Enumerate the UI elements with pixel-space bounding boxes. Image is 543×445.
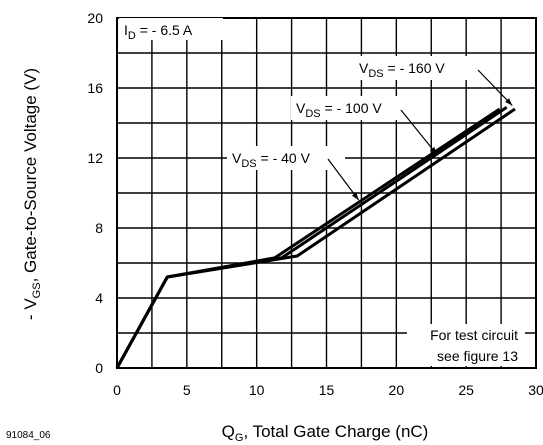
x-tick-label: 25 [458, 382, 474, 398]
x-axis-label: QG, Total Gate Charge (nC) [222, 422, 429, 444]
y-tick-label: 8 [95, 220, 103, 236]
figure-id: 91084_06 [6, 430, 51, 441]
arrow-vds-100-head [430, 146, 437, 155]
series-label-background-40 [227, 146, 345, 170]
condition-label-background [119, 18, 223, 40]
y-tick-label: 12 [87, 150, 103, 166]
series-label-background-160 [355, 56, 481, 80]
x-tick-label: 15 [319, 382, 335, 398]
series-label-arrows [327, 69, 513, 201]
series-group [115, 106, 516, 369]
x-tick-label: 0 [113, 382, 121, 398]
series-label-vds-100: VDS = - 100 V [296, 100, 382, 120]
y-axis-label: - VGS, Gate-to-Source Voltage (V) [21, 68, 43, 320]
arrow-vds-100 [400, 109, 438, 155]
test-note-line-1: For test circuit [430, 327, 518, 343]
x-tick-label: 10 [249, 382, 265, 398]
y-tick-label: 20 [87, 10, 103, 26]
test-note-background [407, 324, 525, 366]
y-tick-labels: 0 4 8 12 16 20 [87, 10, 103, 376]
y-tick-label: 4 [95, 290, 103, 306]
x-tick-label: 20 [389, 382, 405, 398]
series-label-vds-40: VDS = - 40 V [232, 150, 311, 170]
x-tick-label: 30 [528, 382, 543, 398]
arrow-vds-160 [477, 69, 513, 106]
y-tick-label: 16 [87, 80, 103, 96]
series-line-vds-160 [115, 107, 516, 369]
plot-frame [116, 17, 537, 369]
condition-label: ID = - 6.5 A [124, 22, 193, 42]
x-tick-labels: 0 5 10 15 20 25 30 [113, 382, 543, 398]
x-tick-label: 5 [183, 382, 191, 398]
series-label-background-100 [291, 96, 417, 120]
arrow-vds-160-head [505, 98, 513, 106]
test-note-line-2: see figure 13 [437, 348, 518, 364]
arrow-vds-40-head [351, 192, 359, 200]
series-label-vds-160: VDS = - 160 V [359, 60, 445, 80]
y-tick-label: 0 [95, 360, 103, 376]
arrow-vds-40 [327, 158, 360, 201]
